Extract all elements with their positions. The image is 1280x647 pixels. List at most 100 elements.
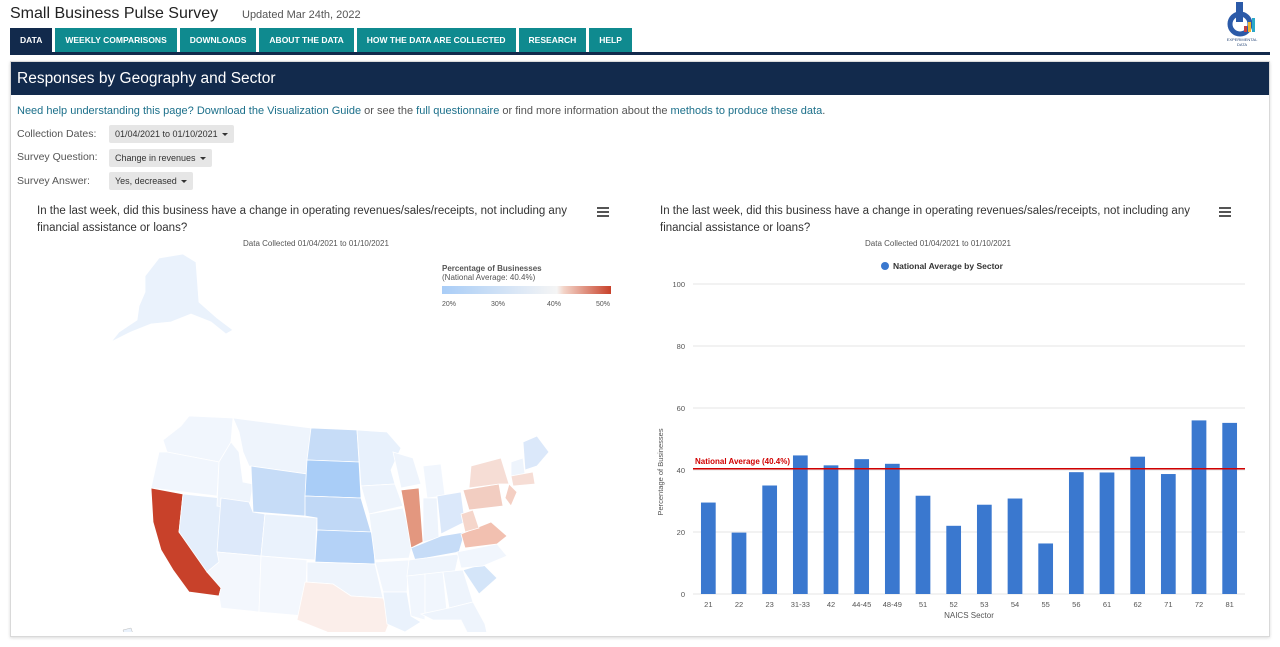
state-vermont-nh[interactable] bbox=[510, 457, 526, 477]
state-louisiana[interactable] bbox=[382, 591, 422, 632]
x-tick-label: 42 bbox=[827, 600, 835, 609]
legend-label[interactable]: National Average by Sector bbox=[893, 261, 1004, 271]
bar-chart-title: In the last week, did this business have… bbox=[660, 205, 1190, 234]
survey-answer-dropdown[interactable]: Yes, decreased bbox=[109, 172, 193, 190]
x-tick-label: 22 bbox=[735, 600, 743, 609]
bar-sector-22[interactable] bbox=[731, 532, 747, 594]
bar-sector-54[interactable] bbox=[1007, 498, 1023, 594]
methods-link[interactable]: methods to produce these data bbox=[670, 105, 823, 117]
y-tick-label: 80 bbox=[677, 342, 685, 351]
survey-answer-label: Survey Answer: bbox=[17, 175, 90, 187]
visualization-guide-link[interactable]: Download the Visualization Guide bbox=[196, 105, 362, 117]
state-missouri[interactable] bbox=[368, 507, 414, 561]
x-tick-label: 72 bbox=[1195, 600, 1203, 609]
state-colorado[interactable] bbox=[260, 513, 318, 561]
tab-downloads[interactable]: DOWNLOADS bbox=[179, 28, 257, 52]
bar-sector-61[interactable] bbox=[1099, 472, 1115, 594]
bar-sector-71[interactable] bbox=[1160, 474, 1176, 594]
state-iowa[interactable] bbox=[360, 483, 404, 515]
x-tick-label: 44-45 bbox=[852, 600, 871, 609]
nav-tabs: DATA WEEKLY COMPARISONS DOWNLOADS ABOUT … bbox=[10, 28, 635, 52]
state-south-dakota[interactable] bbox=[304, 459, 362, 499]
y-tick-label: 60 bbox=[677, 404, 685, 413]
bar-sector-55[interactable] bbox=[1038, 543, 1054, 594]
collection-dates-value: 01/04/2021 to 01/10/2021 bbox=[115, 129, 218, 139]
bar-chart-subtitle: Data Collected 01/04/2021 to 01/10/2021 bbox=[865, 239, 1011, 248]
x-tick-label: 53 bbox=[980, 600, 988, 609]
state-maine[interactable] bbox=[522, 435, 550, 471]
tab-about-the-data[interactable]: ABOUT THE DATA bbox=[259, 28, 354, 52]
tab-underline bbox=[10, 52, 1270, 55]
caret-down-icon bbox=[221, 133, 228, 137]
state-north-carolina[interactable] bbox=[456, 543, 508, 569]
state-montana[interactable] bbox=[232, 417, 312, 475]
state-michigan[interactable] bbox=[422, 463, 446, 499]
us-choropleth-map: Percentage of Businesses (National Avera… bbox=[110, 253, 611, 632]
survey-answer-value: Yes, decreased bbox=[115, 176, 177, 186]
map-menu-icon[interactable] bbox=[597, 207, 609, 217]
x-tick-label: 54 bbox=[1011, 600, 1019, 609]
legend-marker[interactable] bbox=[881, 262, 889, 270]
survey-question-dropdown[interactable]: Change in revenues bbox=[109, 149, 212, 167]
questionnaire-link[interactable]: full questionnaire bbox=[416, 105, 500, 117]
caret-down-icon bbox=[199, 157, 206, 161]
legend-tick: 30% bbox=[491, 301, 505, 308]
state-hawaii[interactable] bbox=[122, 627, 133, 632]
bar-sector-56[interactable] bbox=[1068, 472, 1084, 594]
tab-help[interactable]: HELP bbox=[589, 28, 632, 52]
state-kentucky[interactable] bbox=[410, 531, 466, 561]
collection-dates-label: Collection Dates: bbox=[17, 128, 97, 140]
state-west-virginia[interactable] bbox=[460, 509, 480, 533]
state-illinois[interactable] bbox=[400, 487, 424, 549]
state-virginia[interactable] bbox=[460, 521, 508, 549]
bar-sector-44-45[interactable] bbox=[854, 459, 870, 594]
help-text-need-help[interactable]: Need help understanding this page? bbox=[17, 105, 197, 117]
state-ohio[interactable] bbox=[436, 491, 466, 535]
state-texas[interactable] bbox=[296, 581, 392, 632]
x-tick-label: 23 bbox=[765, 600, 773, 609]
sector-bar-chart: National Average by Sector 020406080100 … bbox=[656, 261, 1245, 620]
y-tick-label: 40 bbox=[677, 466, 685, 475]
state-massachusetts[interactable] bbox=[510, 471, 536, 487]
tab-weekly-comparisons[interactable]: WEEKLY COMPARISONS bbox=[55, 28, 177, 52]
x-tick-label: 31-33 bbox=[791, 600, 810, 609]
x-tick-label: 55 bbox=[1041, 600, 1049, 609]
experimental-data-logo bbox=[1227, 2, 1255, 37]
state-wisconsin[interactable] bbox=[392, 451, 422, 489]
tab-how-data-collected[interactable]: HOW THE DATA ARE COLLECTED bbox=[356, 28, 516, 52]
bar-sector-31-33[interactable] bbox=[792, 455, 808, 594]
bar-sector-52[interactable] bbox=[946, 525, 962, 594]
bar-chart-menu-icon[interactable] bbox=[1219, 207, 1231, 217]
state-north-dakota[interactable] bbox=[306, 427, 360, 463]
bar-sector-48-49[interactable] bbox=[884, 463, 900, 594]
state-mississippi[interactable] bbox=[406, 573, 426, 621]
state-indiana[interactable] bbox=[422, 497, 440, 543]
tab-research[interactable]: RESEARCH bbox=[518, 28, 587, 52]
help-text-or-see: or see the bbox=[361, 105, 417, 117]
bar-sector-72[interactable] bbox=[1191, 420, 1207, 594]
map-subtitle: Data Collected 01/04/2021 to 01/10/2021 bbox=[243, 239, 389, 248]
legend-tick: 50% bbox=[596, 301, 610, 308]
bar-sector-42[interactable] bbox=[823, 465, 839, 594]
tab-data[interactable]: DATA bbox=[10, 28, 53, 52]
bar-sector-81[interactable] bbox=[1222, 422, 1238, 594]
bar-sector-62[interactable] bbox=[1130, 456, 1146, 594]
logo-text: EXPERIMENTAL DATA bbox=[1226, 37, 1258, 47]
map-title: In the last week, did this business have… bbox=[37, 205, 567, 234]
state-new-york[interactable] bbox=[468, 457, 510, 489]
state-alaska[interactable] bbox=[110, 253, 234, 343]
bar-sector-21[interactable] bbox=[700, 502, 716, 594]
legend-tick: 40% bbox=[547, 301, 561, 308]
panel-title: Responses by Geography and Sector bbox=[11, 62, 1269, 95]
bar-sector-23[interactable] bbox=[762, 485, 778, 595]
state-new-jersey[interactable] bbox=[504, 483, 518, 507]
state-florida[interactable] bbox=[419, 601, 491, 632]
bar-sector-53[interactable] bbox=[976, 504, 992, 594]
collection-dates-dropdown[interactable]: 01/04/2021 to 01/10/2021 bbox=[109, 125, 234, 143]
state-kansas[interactable] bbox=[314, 529, 376, 565]
state-wyoming[interactable] bbox=[250, 465, 308, 517]
main-panel: Responses by Geography and Sector Need h… bbox=[10, 61, 1270, 637]
bar-sector-51[interactable] bbox=[915, 495, 931, 594]
x-tick-label: 48-49 bbox=[883, 600, 902, 609]
y-tick-label: 100 bbox=[672, 280, 685, 289]
